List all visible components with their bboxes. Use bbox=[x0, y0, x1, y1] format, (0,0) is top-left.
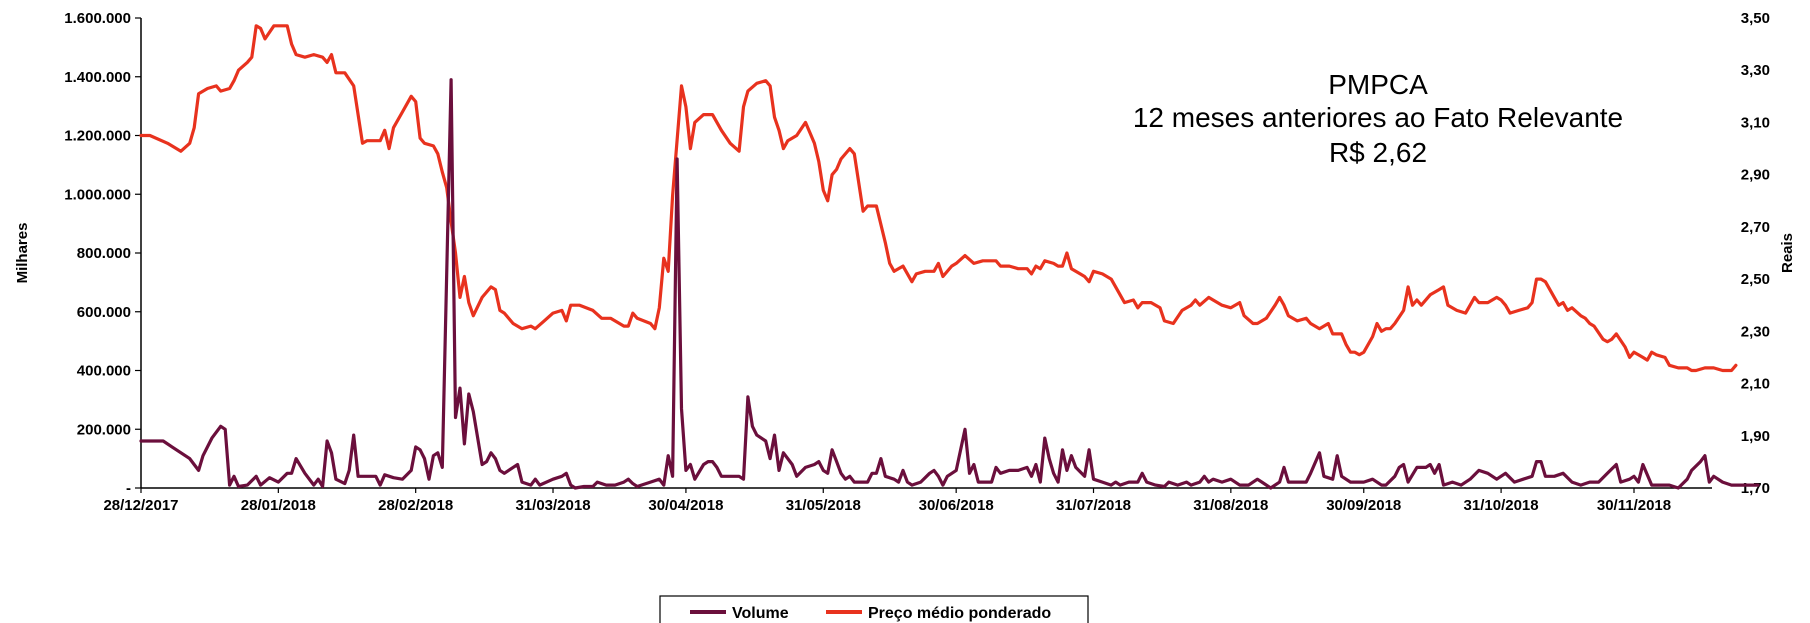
x-tick-label: 31/08/2018 bbox=[1193, 497, 1268, 514]
volume-series-line bbox=[139, 78, 1760, 490]
legend-label-preco: Preço médio ponderado bbox=[868, 605, 1051, 622]
y-right-tick-label: 1,70 bbox=[1741, 480, 1770, 497]
x-tick-label: 30/09/2018 bbox=[1326, 497, 1401, 514]
x-tick-label: 31/03/2018 bbox=[515, 497, 590, 514]
x-ticks: 28/12/2017 28/01/2018 28/02/2018 31/03/2018… bbox=[103, 488, 1671, 514]
legend-box bbox=[659, 595, 1089, 623]
x-tick-label: 28/12/2017 bbox=[103, 497, 178, 514]
y-left-axis-title: Milhares bbox=[14, 223, 31, 284]
x-tick-label: 31/07/2018 bbox=[1056, 497, 1131, 514]
x-tick-label: 30/06/2018 bbox=[919, 497, 994, 514]
y-left-tick-label: 200.000 bbox=[77, 421, 131, 438]
y-right-tick-label: 1,90 bbox=[1741, 428, 1770, 445]
x-tick-label: 30/11/2018 bbox=[1597, 497, 1671, 514]
x-tick-label: 28/01/2018 bbox=[241, 497, 316, 514]
x-tick-label: 28/02/2018 bbox=[378, 497, 453, 514]
annotation-line-1: PMPCA bbox=[1328, 69, 1428, 100]
annotation-line-2: 12 meses anteriores ao Fato Relevante bbox=[1133, 102, 1623, 133]
y-right-tick-label: 2,90 bbox=[1741, 167, 1770, 184]
y-left-tick-label: 400.000 bbox=[77, 363, 131, 380]
y-right-tick-label: 3,30 bbox=[1741, 62, 1770, 79]
y-left-tick-label: - bbox=[126, 480, 131, 497]
pmpca-annotation: PMPCA 12 meses anteriores ao Fato Releva… bbox=[1133, 69, 1623, 168]
series-layer bbox=[139, 24, 1760, 490]
y-left-tick-label: 800.000 bbox=[77, 245, 131, 262]
annotation-line-3: R$ 2,62 bbox=[1329, 137, 1427, 168]
y-left-tick-label: 600.000 bbox=[77, 304, 131, 321]
legend: Volume Preço médio ponderado bbox=[659, 595, 1089, 623]
y-right-tick-label: 2,50 bbox=[1741, 271, 1770, 288]
y-left-tick-label: 1.600.000 bbox=[64, 10, 131, 27]
y-left-tick-label: 1.000.000 bbox=[64, 186, 131, 203]
y-right-tick-label: 2,30 bbox=[1741, 323, 1770, 340]
y-right-ticks: 1,70 1,90 2,10 2,30 2,50 2,70 2,90 3,10 3,30 3,50 bbox=[1741, 10, 1770, 497]
x-tick-label: 31/05/2018 bbox=[786, 497, 861, 514]
y-right-tick-label: 2,70 bbox=[1741, 219, 1770, 236]
x-tick-label: 30/04/2018 bbox=[648, 497, 723, 514]
preco-series-line bbox=[139, 24, 1738, 373]
y-left-tick-label: 1.200.000 bbox=[64, 128, 131, 145]
y-right-tick-label: 3,10 bbox=[1741, 114, 1770, 131]
y-right-tick-label: 3,50 bbox=[1741, 10, 1770, 27]
legend-label-volume: Volume bbox=[732, 605, 789, 622]
x-tick-label: 31/10/2018 bbox=[1464, 497, 1539, 514]
y-left-ticks: - 200.000 400.000 600.000 800.000 1.000.000 1.… bbox=[64, 10, 141, 497]
y-right-axis-title: Reais bbox=[1779, 233, 1796, 273]
y-left-tick-label: 1.400.000 bbox=[64, 69, 131, 86]
y-right-tick-label: 2,10 bbox=[1741, 376, 1770, 393]
